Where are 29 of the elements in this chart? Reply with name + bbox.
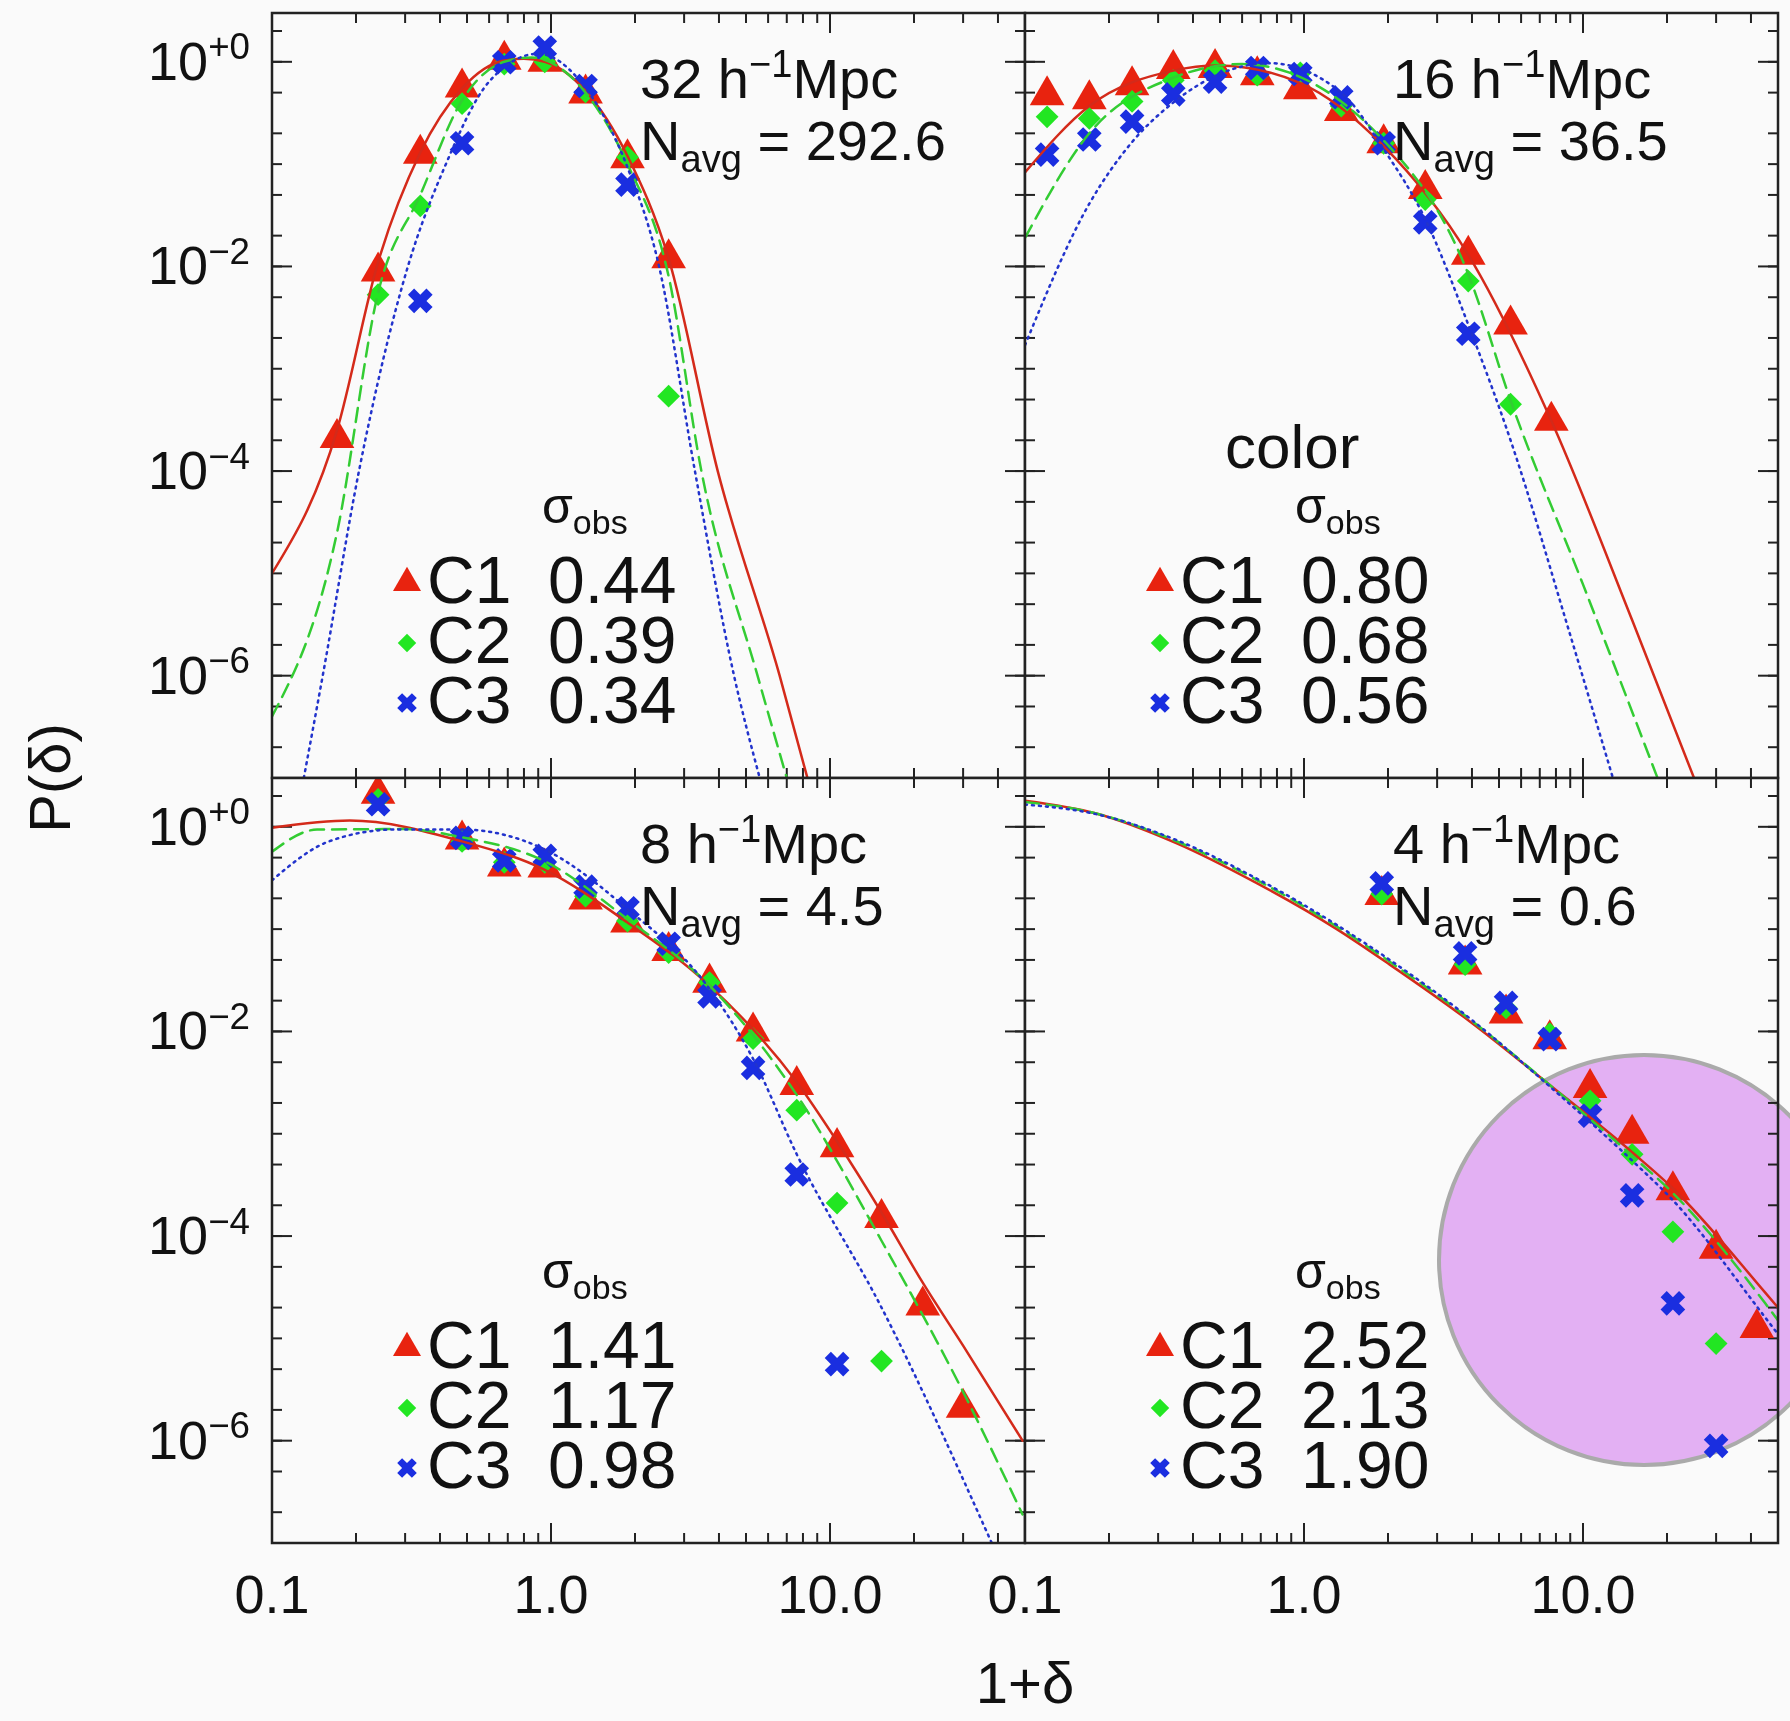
legend-title: σ$_{obs}$ <box>1295 1243 1381 1306</box>
x-tick-label: 1.0 <box>513 1564 589 1624</box>
annotation: 4 h$^{−1}$Mpc <box>1393 807 1621 875</box>
annotation: 32 h$^{−1}$Mpc <box>640 42 899 110</box>
x-tick-label: 10.0 <box>777 1564 883 1624</box>
x-tick-label: 0.1 <box>234 1564 310 1624</box>
y-tick-label: 10$^{−6}$ <box>148 640 250 705</box>
y-tick-label: 10$^{+0}$ <box>148 26 250 91</box>
x-tick-label: 1.0 <box>1266 1564 1342 1624</box>
annotation: N$_{avg}$ = 36.5 <box>1393 109 1668 181</box>
annotation: N$_{avg}$ = 292.6 <box>640 109 946 181</box>
annotation: 8 h$^{−1}$Mpc <box>640 807 868 875</box>
annotation: color <box>1225 412 1360 481</box>
x-tick-label: 0.1 <box>987 1564 1063 1624</box>
annotation: 16 h$^{−1}$Mpc <box>1393 42 1652 110</box>
legend-title: σ$_{obs}$ <box>1295 478 1381 541</box>
x-tick-label: 10.0 <box>1530 1564 1636 1624</box>
legend-title: σ$_{obs}$ <box>542 478 628 541</box>
x-axis-title: 1+δ <box>975 1650 1075 1715</box>
y-tick-label: 10$^{−2}$ <box>148 230 250 296</box>
legend-title: σ$_{obs}$ <box>542 1243 628 1306</box>
y-tick-label: 10$^{−4}$ <box>148 435 250 501</box>
y-tick-label: 10$^{−2}$ <box>148 995 250 1061</box>
y-tick-label: 10$^{+0}$ <box>148 791 250 856</box>
annotation: N$_{avg}$ = 4.5 <box>640 874 884 946</box>
annotation: N$_{avg}$ = 0.6 <box>1393 874 1637 946</box>
y-axis-title: P(δ) <box>17 723 82 833</box>
y-tick-label: 10$^{−4}$ <box>148 1200 250 1266</box>
y-tick-label: 10$^{−6}$ <box>148 1405 250 1470</box>
